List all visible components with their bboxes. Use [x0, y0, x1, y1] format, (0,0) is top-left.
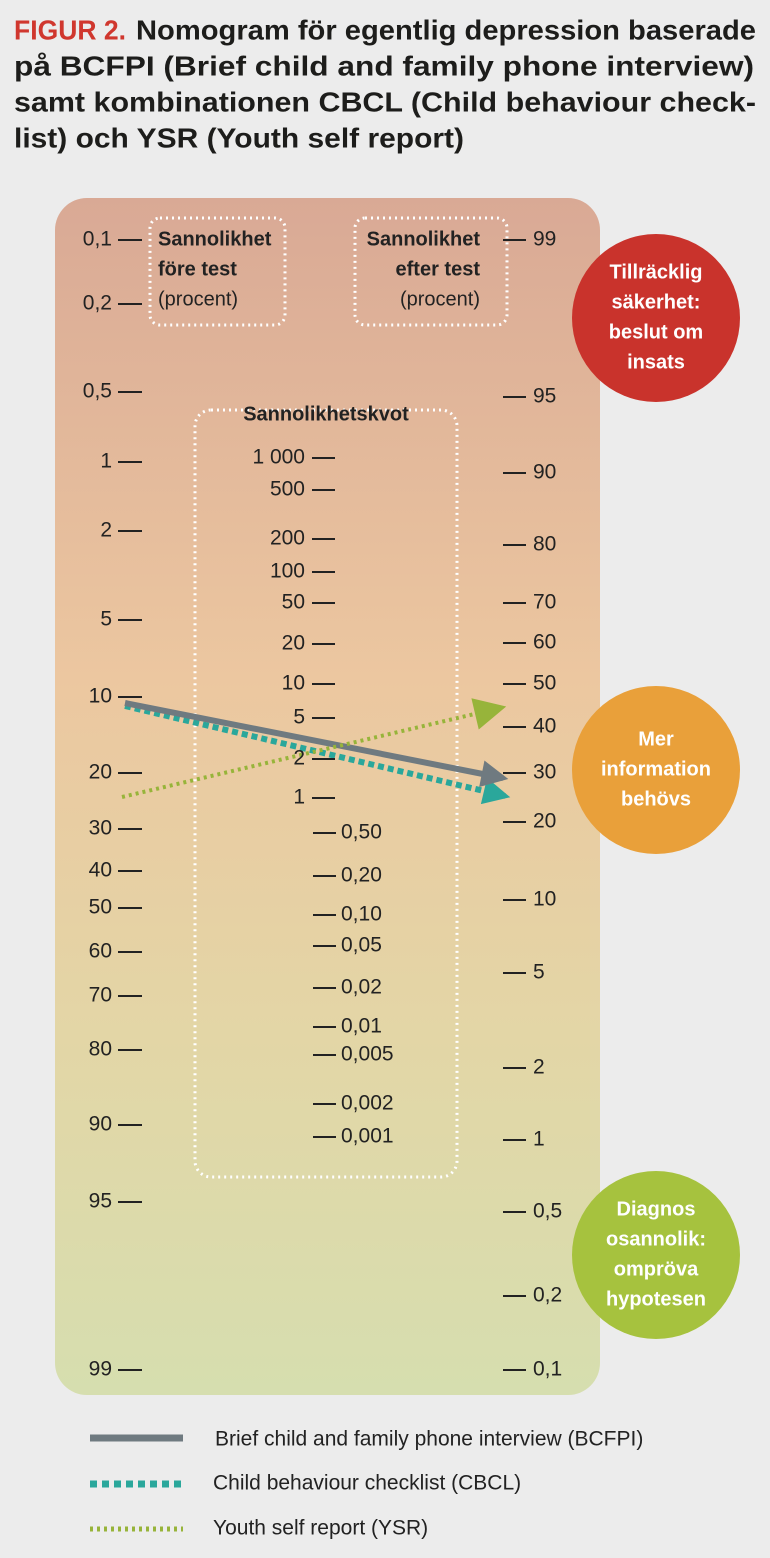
tick-label: 70: [89, 984, 112, 1007]
tick-label: 0,10: [341, 903, 382, 926]
tick-label: 60: [533, 631, 556, 654]
scale-heading: före test: [158, 258, 237, 280]
tick-label: 50: [89, 896, 112, 919]
tick-label: 10: [533, 888, 556, 911]
zone-circle: [572, 234, 740, 402]
tick-label: 40: [533, 715, 556, 738]
zone-text: beslut om: [609, 321, 703, 343]
tick-label: 0,02: [341, 976, 382, 999]
tick-label: 5: [293, 706, 305, 729]
tick-label: 1 000: [252, 446, 305, 469]
tick-label: 10: [282, 672, 305, 695]
left-header-box: [148, 216, 287, 327]
tick-label: 2: [533, 1056, 545, 1079]
title-line: samt kombinationen CBCL (Child behaviour…: [14, 86, 756, 117]
tick-label: 99: [89, 1358, 112, 1381]
zone-text: Diagnos: [617, 1198, 696, 1220]
tick-label: 50: [533, 672, 556, 695]
tick-label: 0,20: [341, 864, 382, 887]
tick-label: 95: [533, 385, 556, 408]
legend-label: Child behaviour checklist (CBCL): [213, 1472, 521, 1495]
zone-circle: [572, 686, 740, 854]
scale-heading: Sannolikhetskvot: [243, 403, 409, 425]
tick-label: 0,002: [341, 1092, 394, 1115]
tick-label: 60: [89, 940, 112, 963]
tick-label: 20: [533, 810, 556, 833]
zone-text: Mer: [638, 728, 674, 750]
tick-label: 80: [89, 1038, 112, 1061]
zone-text: säkerhet:: [612, 291, 701, 313]
title-line: Nomogram för egentlig depression baserad…: [136, 14, 756, 45]
right-header-box: [353, 216, 509, 327]
tick-label: 1: [100, 450, 112, 473]
tick-label: 0,5: [533, 1200, 562, 1223]
tick-label: 0,01: [341, 1015, 382, 1038]
tick-label: 30: [89, 817, 112, 840]
scale-heading: efter test: [396, 258, 481, 280]
scale-heading: Sannolikhet: [367, 228, 481, 250]
tick-label: 30: [533, 761, 556, 784]
tick-label: 99: [533, 228, 556, 251]
zone-text: behövs: [621, 788, 691, 810]
middle-box: [193, 408, 459, 1179]
tick-label: 20: [282, 632, 305, 655]
scale-heading: Sannolikhet: [158, 228, 272, 250]
tick-label: 80: [533, 533, 556, 556]
tick-label: 0,001: [341, 1125, 394, 1148]
scale-unit: (procent): [400, 288, 480, 310]
zone-text: osannolik:: [606, 1228, 706, 1250]
tick-label: 2: [293, 747, 305, 770]
tick-label: 1: [533, 1128, 545, 1151]
zone-circle: [572, 1171, 740, 1339]
tick-label: 500: [270, 478, 305, 501]
tick-label: 95: [89, 1190, 112, 1213]
tick-label: 50: [282, 591, 305, 614]
tick-label: 0,2: [83, 292, 112, 315]
tick-label: 10: [89, 685, 112, 708]
tick-label: 40: [89, 859, 112, 882]
scale-unit: (procent): [158, 288, 238, 310]
tick-label: 1: [293, 786, 305, 809]
tick-label: 5: [100, 608, 112, 631]
tick-label: 200: [270, 527, 305, 550]
tick-label: 20: [89, 761, 112, 784]
tick-label: 5: [533, 961, 545, 984]
zone-text: hypotesen: [606, 1288, 706, 1310]
tick-label: 70: [533, 591, 556, 614]
legend-label: Youth self report (YSR): [213, 1517, 428, 1540]
tick-label: 90: [89, 1113, 112, 1136]
zone-text: Tillräcklig: [609, 261, 702, 283]
zone-text: information: [601, 758, 711, 780]
tick-label: 0,1: [83, 228, 112, 251]
bcfpi-line: [124, 700, 509, 788]
zone-text: insats: [627, 351, 685, 373]
tick-label: 90: [533, 461, 556, 484]
tick-label: 0,1: [533, 1358, 562, 1381]
tick-label: 0,05: [341, 934, 382, 957]
tick-label: 0,005: [341, 1043, 394, 1066]
ysr-line: [121, 698, 507, 799]
tick-label: 2: [100, 519, 112, 542]
panel: [55, 198, 600, 1395]
zone-text: ompröva: [614, 1258, 699, 1280]
title-line: list) och YSR (Youth self report): [14, 122, 464, 153]
figure-label: FIGUR 2.: [14, 14, 126, 45]
title-line: på BCFPI (Brief child and family phone i…: [14, 50, 754, 81]
legend-label: Brief child and family phone interview (…: [215, 1428, 643, 1451]
tick-label: 0,2: [533, 1284, 562, 1307]
tick-label: 100: [270, 560, 305, 583]
tick-label: 0,50: [341, 821, 382, 844]
tick-label: 0,5: [83, 380, 112, 403]
